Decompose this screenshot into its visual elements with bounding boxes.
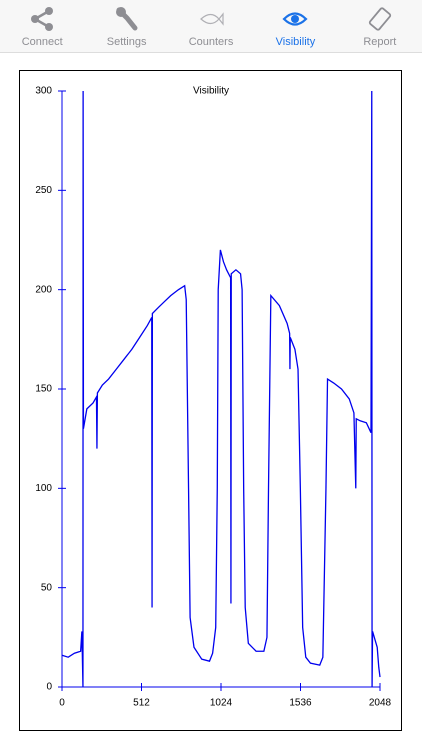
x-tick-label: 2048 [369,698,392,709]
chart-title: Visibility [193,86,229,97]
y-tick-label: 50 [41,582,53,593]
y-tick-label: 200 [35,284,52,295]
y-tick-label: 250 [35,185,52,196]
tab-settings[interactable]: Settings [84,0,168,52]
tab-bar: Connect Settings Counters Visibility Rep… [0,0,422,53]
x-tick-label: 1536 [289,698,312,709]
icon-settings [115,7,138,31]
x-tick-label: 0 [59,698,65,709]
icon-connect [31,7,54,31]
tab-connect[interactable]: Connect [0,0,84,52]
x-tick-label: 1024 [210,698,233,709]
chart: Visibility 0 50 100 150 200 250 300 0 512 1024 153… [19,70,402,731]
chart-frame [19,70,402,731]
tab-visibility[interactable]: Visibility [253,0,337,52]
icon-visibility [282,12,308,26]
data-line [61,90,381,688]
x-tick-label: 512 [133,698,150,709]
tab-label: Settings [106,36,147,48]
tab-label: Report [363,36,397,48]
tab-label: Connect [21,36,63,48]
tab-counters[interactable]: Counters [169,0,253,52]
icon-report [368,7,391,31]
y-tick-label: 150 [35,384,52,395]
y-tick-label: 300 [35,86,52,97]
icon-counters [200,12,224,26]
y-tick-label: 100 [35,483,52,494]
tab-label: Counters [188,36,234,48]
tab-label: Visibility [275,36,316,48]
tab-report[interactable]: Report [338,0,422,52]
y-tick-label: 0 [46,682,52,693]
